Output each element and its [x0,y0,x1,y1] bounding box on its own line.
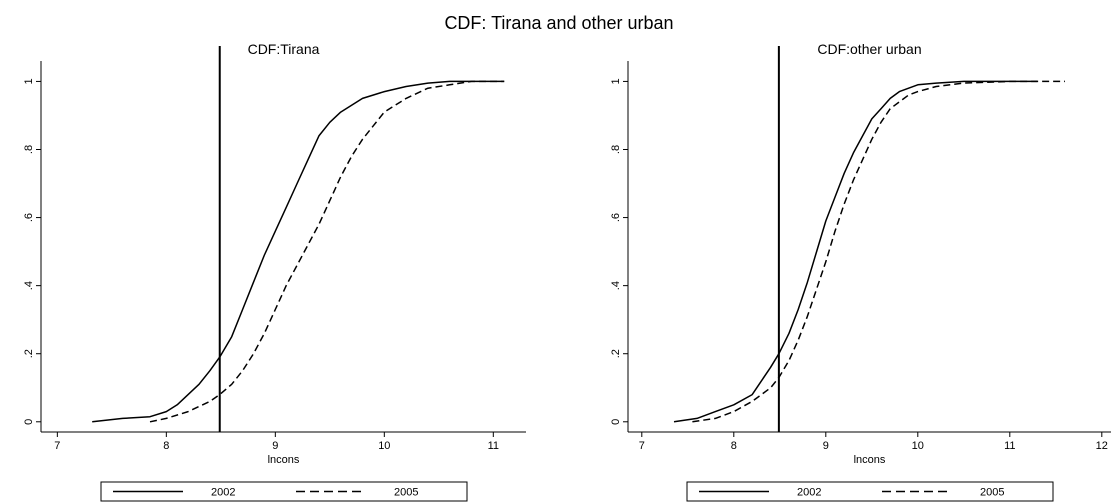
x-tick-label: 12 [1096,440,1108,452]
series-line-2002 [674,81,1037,421]
x-tick-label: 10 [378,440,390,452]
legend-label-2002: 2002 [211,487,235,499]
x-tick-label: 7 [639,440,645,452]
panel-title: CDF:Tirana [248,41,320,57]
x-axis-label: lncons [854,454,886,466]
y-tick-label: 1 [23,78,35,84]
legend: 2002 2005 [101,482,467,501]
y-tick-label: 0 [23,419,35,425]
legend-label-2005: 2005 [394,487,418,499]
panel-title: CDF:other urban [817,41,921,57]
legend-label-2005: 2005 [980,487,1004,499]
x-tick-label: 8 [731,440,737,452]
x-axis-label: lncons [268,454,300,466]
x-tick-label: 9 [272,440,278,452]
panel-2: CDF:other urban 0 .2 .4 .6 .8 1 7 8 9 10 11 12 lncons… [610,41,1111,501]
series-line-2005 [692,81,1065,421]
y-tick-label: .2 [23,349,35,358]
y-tick-label: .4 [610,281,622,290]
y-tick-label: .2 [610,349,622,358]
figure-title: CDF: Tirana and other urban [444,13,673,33]
legend-label-2002: 2002 [797,487,821,499]
x-tick-label: 11 [488,440,499,452]
y-tick-label: .6 [610,213,622,222]
y-tick-label: .8 [610,145,622,154]
y-tick-label: 0 [610,419,622,425]
series-line-2005 [150,81,504,421]
y-tick-label: .6 [23,213,35,222]
x-tick-label: 10 [912,440,924,452]
y-tick-label: .4 [23,281,35,290]
x-tick-label: 7 [54,440,60,452]
x-tick-label: 9 [823,440,829,452]
x-tick-label: 8 [163,440,169,452]
legend: 2002 2005 [687,482,1053,501]
x-tick-label: 11 [1004,440,1015,452]
series-line-2002 [92,81,504,421]
y-tick-label: .8 [23,145,35,154]
y-tick-label: 1 [610,78,622,84]
